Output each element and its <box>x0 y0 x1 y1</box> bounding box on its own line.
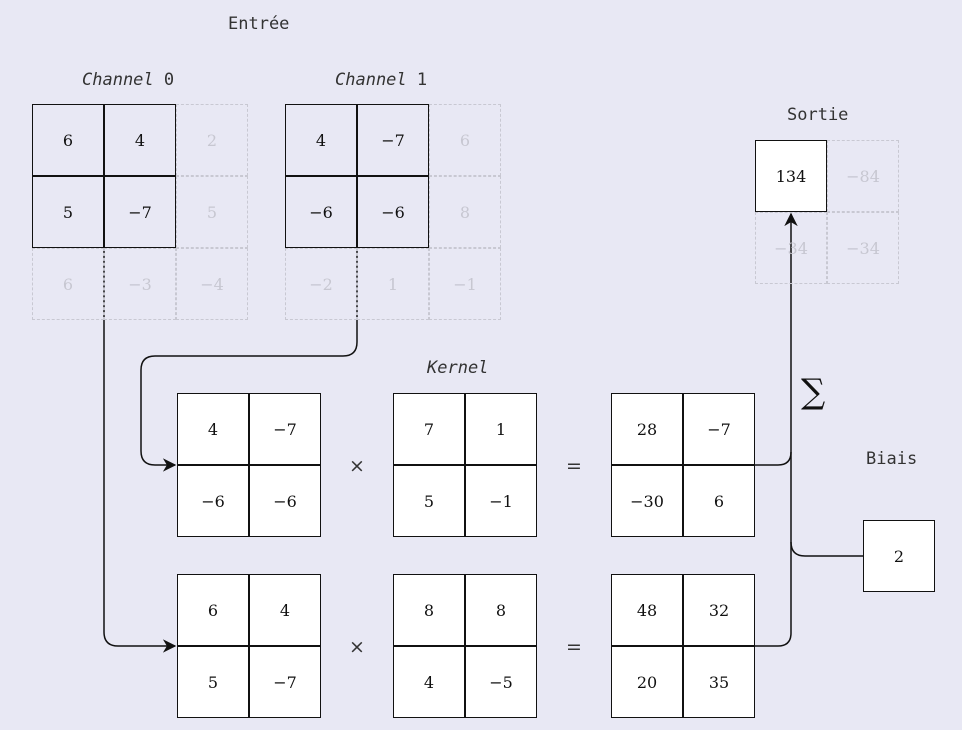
kernel-word: Kernel <box>427 358 489 378</box>
row1-kernel-cell: 7 <box>393 393 465 465</box>
row2-kernel-cell: 8 <box>393 574 465 646</box>
row2-product-cell: 48 <box>611 574 683 646</box>
row2-window-cell: −7 <box>249 646 321 718</box>
multiply-operator-row1: × <box>349 455 365 477</box>
output-cell: −34 <box>827 212 899 284</box>
wire-product1-to-sum <box>755 451 792 466</box>
channel0-cell: 6 <box>32 248 104 320</box>
output-grid: 134 −84 −34 −34 <box>755 140 899 284</box>
row2-kernel-cell: 4 <box>393 646 465 718</box>
channel1-cell: 6 <box>429 104 501 176</box>
row2-kernel-cell: −5 <box>465 646 537 718</box>
row2-kernel-matrix: 8 8 4 −5 <box>393 574 537 718</box>
row1-product-cell: −30 <box>611 465 683 537</box>
multiply-operator-row2: × <box>349 636 365 658</box>
output-cell: −84 <box>827 140 899 212</box>
row2-window-cell: 4 <box>249 574 321 646</box>
row2-product-cell: 20 <box>611 646 683 718</box>
output-cell: −34 <box>755 212 827 284</box>
wire-bias-to-sum <box>790 541 863 557</box>
bias-value: 2 <box>863 520 935 592</box>
row1-window-cell: −6 <box>177 465 249 537</box>
channel0-label: Channel 0 <box>82 70 174 90</box>
output-label: Sortie <box>787 105 849 125</box>
row1-kernel-cell: 5 <box>393 465 465 537</box>
channel0-index: 0 <box>163 70 175 90</box>
channel0-cell: 4 <box>104 104 176 176</box>
row2-product-matrix: 48 32 20 35 <box>611 574 755 718</box>
channel1-cell: 4 <box>285 104 357 176</box>
channel1-grid: 4 −7 6 −6 −6 8 −2 1 −1 <box>285 104 501 320</box>
channel1-cell: −1 <box>429 248 501 320</box>
wire-channel1-to-row1 <box>140 212 358 472</box>
equals-operator-row1: = <box>566 455 582 477</box>
row1-product-cell: 28 <box>611 393 683 465</box>
channel1-cell: −6 <box>285 176 357 248</box>
channel0-grid: 6 4 2 5 −7 5 6 −3 −4 <box>32 104 248 320</box>
row1-window-matrix: 4 −7 −6 −6 <box>177 393 321 537</box>
equals-operator-row2: = <box>566 636 582 658</box>
sum-symbol: ∑ <box>801 372 826 412</box>
wire-product2-to-sum <box>755 632 792 647</box>
row2-window-matrix: 6 4 5 −7 <box>177 574 321 718</box>
row1-product-matrix: 28 −7 −30 6 <box>611 393 755 537</box>
row1-window-cell: −6 <box>249 465 321 537</box>
row1-product-cell: −7 <box>683 393 755 465</box>
row1-product-cell: 6 <box>683 465 755 537</box>
channel1-cell: −7 <box>357 104 429 176</box>
wire-channel0-to-row2 <box>103 212 177 653</box>
row2-window-cell: 5 <box>177 646 249 718</box>
channel0-cell: 2 <box>176 104 248 176</box>
output-cell: 134 <box>755 140 827 212</box>
channel1-cell: −6 <box>357 176 429 248</box>
row2-product-cell: 35 <box>683 646 755 718</box>
channel1-label: Channel 1 <box>335 70 427 90</box>
row2-product-cell: 32 <box>683 574 755 646</box>
kernel-label: Kernel <box>427 358 488 378</box>
row1-kernel-cell: −1 <box>465 465 537 537</box>
channel1-cell: 8 <box>429 176 501 248</box>
channel0-cell: 6 <box>32 104 104 176</box>
channel1-cell: −2 <box>285 248 357 320</box>
row2-window-cell: 6 <box>177 574 249 646</box>
row1-kernel-matrix: 7 1 5 −1 <box>393 393 537 537</box>
channel1-index: 1 <box>416 70 428 90</box>
channel0-cell: 5 <box>176 176 248 248</box>
channel0-word: Channel <box>82 70 154 90</box>
channel0-cell: −3 <box>104 248 176 320</box>
bias-label: Biais <box>866 449 918 469</box>
channel0-cell: −4 <box>176 248 248 320</box>
channel0-cell: 5 <box>32 176 104 248</box>
row1-window-cell: −7 <box>249 393 321 465</box>
input-label: Entrée <box>228 14 290 34</box>
row1-kernel-cell: 1 <box>465 393 537 465</box>
row2-kernel-cell: 8 <box>465 574 537 646</box>
channel0-cell: −7 <box>104 176 176 248</box>
channel1-cell: 1 <box>357 248 429 320</box>
channel1-word: Channel <box>335 70 407 90</box>
bias-box: 2 <box>863 520 935 592</box>
row1-window-cell: 4 <box>177 393 249 465</box>
